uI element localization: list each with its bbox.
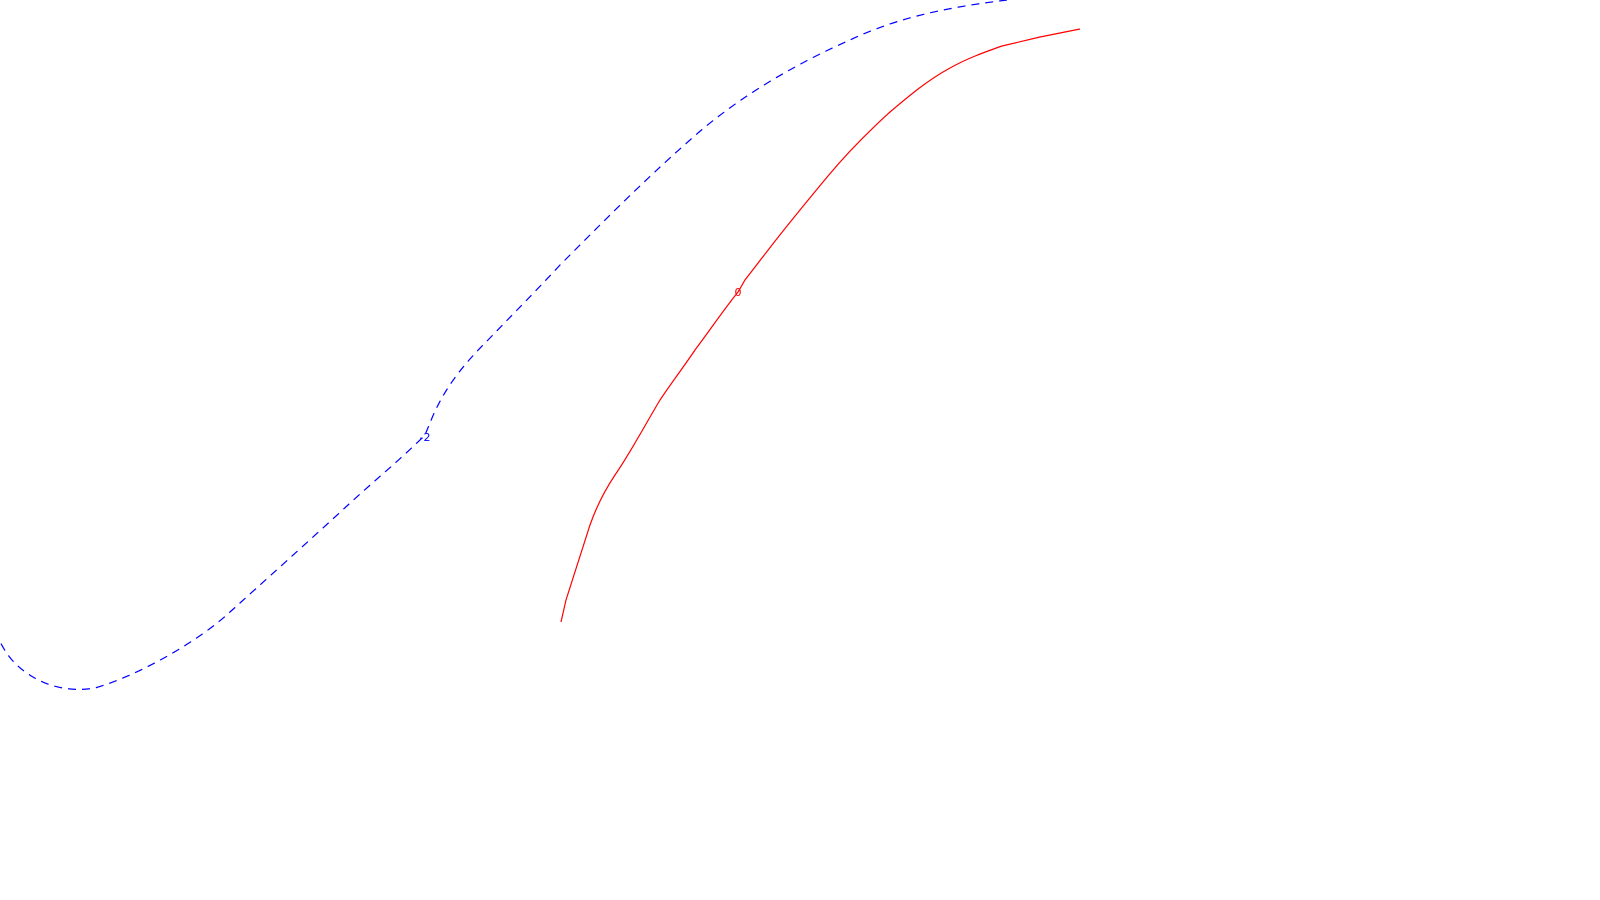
contour-label-blue: -2 bbox=[420, 431, 431, 444]
contour-label-red: 0 bbox=[735, 286, 742, 299]
contour-line-group-blue: -2 bbox=[0, 0, 1008, 690]
contour-line-blue bbox=[0, 0, 1008, 690]
contour-line-group-red: 0 bbox=[560, 28, 1081, 623]
contour-line-red bbox=[560, 28, 1081, 623]
